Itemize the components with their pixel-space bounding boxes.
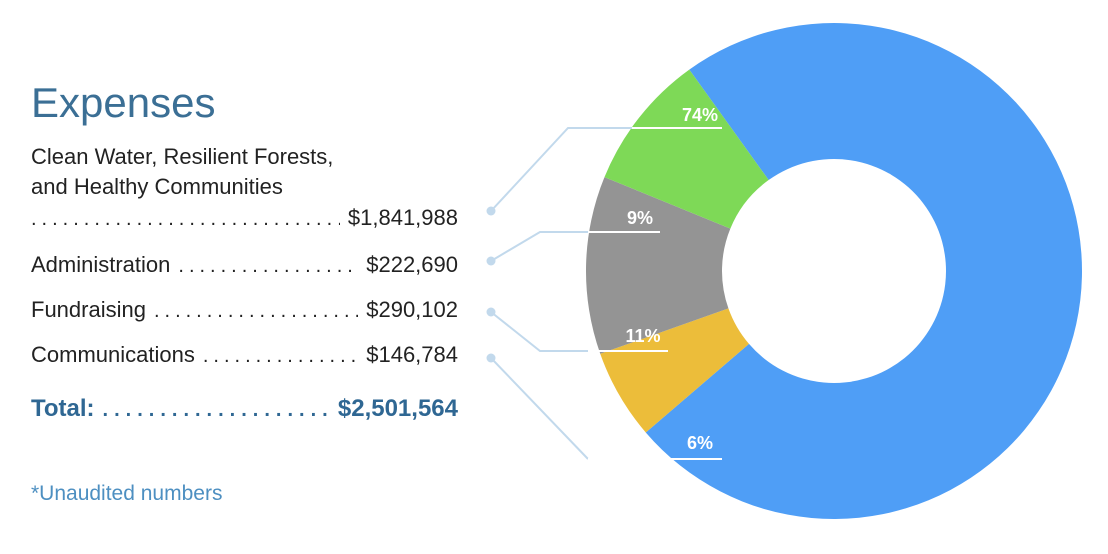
slice-clean-water bbox=[645, 23, 1082, 519]
legend-amount-communications: $146,784 bbox=[366, 342, 458, 367]
leader-line-communications bbox=[490, 357, 589, 460]
leader-lines bbox=[486, 127, 632, 460]
data-label-fundraising: 11% bbox=[625, 326, 660, 346]
chart-title: Expenses bbox=[31, 79, 216, 126]
leader-line-administration bbox=[490, 231, 588, 262]
legend-label-clean-water-line1: Clean Water, Resilient Forests, bbox=[31, 144, 334, 169]
data-label-clean-water: 74% bbox=[682, 105, 718, 125]
slice-fundraising bbox=[585, 177, 731, 354]
data-label-communications: 6% bbox=[687, 433, 713, 453]
legend-label-administration: Administration bbox=[31, 252, 171, 277]
legend-total-amount: $2,501,564 bbox=[337, 395, 458, 422]
slice-administration bbox=[604, 69, 769, 229]
legend-total-label: Total: bbox=[31, 395, 95, 422]
legend-label-communications: Communications bbox=[31, 342, 195, 367]
leader-dots: ........................................… bbox=[31, 208, 340, 230]
leader-line-fundraising bbox=[490, 311, 588, 352]
legend-row-clean-water: ........................................… bbox=[31, 205, 458, 231]
leader-dots: ........................................… bbox=[202, 345, 358, 367]
leader-dots: ........................................… bbox=[102, 399, 330, 421]
legend-row-total: Total: .................................… bbox=[31, 395, 458, 423]
leader-dots: ........................................… bbox=[178, 255, 358, 277]
leader-line-clean-water bbox=[490, 127, 632, 212]
donut-slices bbox=[585, 23, 1082, 519]
legend-amount-fundraising: $290,102 bbox=[366, 297, 458, 322]
leader-dots: ........................................… bbox=[153, 300, 358, 322]
legend-label-fundraising: Fundraising bbox=[31, 297, 146, 322]
data-labels: 74% 9% 11% 6% bbox=[588, 105, 722, 460]
slice-communications bbox=[600, 308, 749, 433]
legend-label-clean-water-line2: and Healthy Communities bbox=[31, 174, 283, 199]
data-label-administration: 9% bbox=[627, 208, 653, 228]
legend-row-fundraising: Fundraising ............................… bbox=[31, 297, 458, 323]
legend-row-communications: Communications .........................… bbox=[31, 342, 458, 368]
legend-amount-clean-water: $1,841,988 bbox=[347, 205, 458, 230]
legend-amount-administration: $222,690 bbox=[366, 252, 458, 277]
legend-row-administration: Administration .........................… bbox=[31, 252, 458, 278]
footnote: *Unaudited numbers bbox=[31, 482, 223, 505]
